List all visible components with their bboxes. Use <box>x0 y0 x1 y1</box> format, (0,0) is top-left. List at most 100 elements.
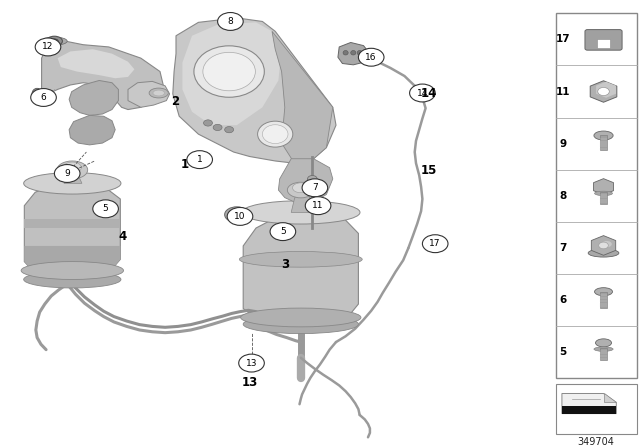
Ellipse shape <box>149 88 168 98</box>
Ellipse shape <box>243 315 358 334</box>
Ellipse shape <box>204 120 212 126</box>
Polygon shape <box>69 81 118 116</box>
Ellipse shape <box>203 52 255 91</box>
Circle shape <box>93 200 118 218</box>
Polygon shape <box>243 211 358 327</box>
Circle shape <box>410 84 435 102</box>
Text: 2: 2 <box>172 95 180 108</box>
Ellipse shape <box>594 131 613 140</box>
Ellipse shape <box>32 88 42 99</box>
Ellipse shape <box>343 51 348 55</box>
Bar <box>600 348 607 360</box>
Ellipse shape <box>21 262 124 280</box>
Ellipse shape <box>357 51 362 55</box>
Polygon shape <box>42 40 163 110</box>
Bar <box>556 383 637 434</box>
Polygon shape <box>64 163 82 183</box>
Polygon shape <box>24 182 120 280</box>
Ellipse shape <box>595 191 612 196</box>
Text: 14: 14 <box>417 89 428 98</box>
Ellipse shape <box>239 251 362 267</box>
Text: 11: 11 <box>312 201 324 210</box>
Polygon shape <box>182 22 282 125</box>
Ellipse shape <box>599 242 608 249</box>
Text: 16: 16 <box>365 53 377 62</box>
Ellipse shape <box>307 176 317 182</box>
Text: 17: 17 <box>429 239 441 248</box>
Circle shape <box>35 38 61 56</box>
Ellipse shape <box>595 288 612 296</box>
Polygon shape <box>338 43 370 65</box>
Ellipse shape <box>241 308 361 327</box>
Text: 13: 13 <box>241 376 258 389</box>
Text: 5: 5 <box>280 227 285 236</box>
Ellipse shape <box>24 172 121 194</box>
Circle shape <box>305 197 331 215</box>
Ellipse shape <box>63 162 81 173</box>
Ellipse shape <box>57 161 88 179</box>
Circle shape <box>227 207 253 225</box>
Circle shape <box>270 223 296 241</box>
Circle shape <box>358 48 384 66</box>
Text: 1: 1 <box>180 158 189 171</box>
Ellipse shape <box>241 201 360 224</box>
Polygon shape <box>128 82 170 108</box>
Text: 14: 14 <box>421 87 438 100</box>
Ellipse shape <box>598 87 609 95</box>
Circle shape <box>31 89 56 107</box>
Text: 6: 6 <box>559 295 567 305</box>
Bar <box>600 135 607 150</box>
Ellipse shape <box>225 207 249 223</box>
Bar <box>600 292 607 308</box>
Circle shape <box>54 164 80 182</box>
Ellipse shape <box>588 249 619 257</box>
Ellipse shape <box>153 90 164 96</box>
Text: 9: 9 <box>559 138 567 149</box>
Ellipse shape <box>227 16 241 25</box>
Text: 6: 6 <box>41 93 46 102</box>
Bar <box>556 13 637 378</box>
FancyBboxPatch shape <box>585 30 622 50</box>
Ellipse shape <box>42 37 67 45</box>
Text: 13: 13 <box>246 358 257 367</box>
Circle shape <box>187 151 212 168</box>
Bar <box>562 405 616 414</box>
Circle shape <box>218 13 243 30</box>
Ellipse shape <box>47 36 63 46</box>
Ellipse shape <box>228 209 245 220</box>
Text: 10: 10 <box>234 212 246 221</box>
Polygon shape <box>69 116 115 145</box>
Ellipse shape <box>213 124 222 130</box>
Ellipse shape <box>225 126 234 133</box>
Text: 1: 1 <box>197 155 202 164</box>
Text: 8: 8 <box>559 190 567 201</box>
Ellipse shape <box>194 46 264 97</box>
Polygon shape <box>272 31 333 163</box>
Ellipse shape <box>287 182 314 198</box>
Circle shape <box>302 179 328 197</box>
Text: 5: 5 <box>103 204 108 213</box>
Text: 3: 3 <box>282 258 290 271</box>
Polygon shape <box>173 18 336 163</box>
Text: 7: 7 <box>312 183 317 192</box>
Ellipse shape <box>257 121 293 147</box>
Circle shape <box>239 354 264 372</box>
Ellipse shape <box>602 241 612 247</box>
Polygon shape <box>604 393 616 402</box>
Text: 17: 17 <box>556 34 570 44</box>
Polygon shape <box>24 246 120 278</box>
Ellipse shape <box>262 125 288 143</box>
Text: 15: 15 <box>421 164 438 177</box>
Ellipse shape <box>51 39 58 43</box>
Text: 4: 4 <box>118 230 127 243</box>
Text: 7: 7 <box>559 243 567 253</box>
Polygon shape <box>278 159 333 203</box>
Bar <box>600 193 607 204</box>
Ellipse shape <box>292 183 309 193</box>
Polygon shape <box>58 49 134 78</box>
Text: 349704: 349704 <box>578 437 614 447</box>
Polygon shape <box>562 393 616 414</box>
Polygon shape <box>291 189 314 212</box>
Ellipse shape <box>594 347 613 351</box>
Polygon shape <box>24 219 120 228</box>
